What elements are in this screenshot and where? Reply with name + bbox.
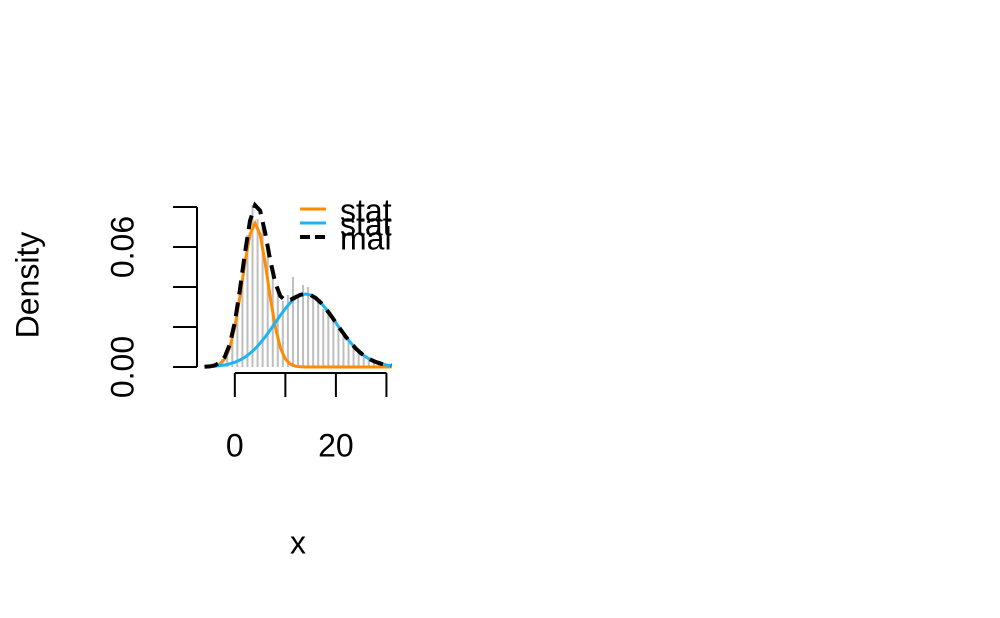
histogram-bar (342, 335, 345, 367)
histogram-bar (317, 301, 320, 367)
density-line (204, 219, 392, 369)
histogram-bar (312, 297, 315, 367)
histogram-bar (352, 347, 355, 367)
histogram-bar (322, 309, 325, 367)
y-tick-label: 0.06 (104, 216, 140, 278)
histogram-bar (302, 285, 305, 367)
histogram-bar (231, 337, 234, 367)
y-tick-label: 0.00 (104, 336, 140, 398)
histogram-bar (297, 295, 299, 367)
histogram-bar (246, 235, 249, 367)
legend-label: mal (340, 220, 392, 256)
histogram-bar (236, 307, 239, 367)
legend-label: stat (340, 206, 392, 242)
histogram-bar (372, 361, 375, 367)
histogram-bar (327, 313, 330, 367)
histogram-bar (251, 205, 254, 367)
histogram-bar (276, 291, 279, 367)
histogram-bar (266, 247, 269, 367)
histogram-bar (226, 351, 229, 367)
histogram-bar (281, 301, 284, 367)
histogram-bar (362, 355, 365, 367)
x-tick-label: 0 (226, 427, 244, 463)
histogram-bar (357, 351, 360, 367)
histogram-bar (286, 295, 289, 367)
x-axis-label: x (290, 524, 306, 560)
histogram-bar (307, 287, 310, 367)
x-tick-label: 20 (318, 427, 354, 463)
histogram-bar (241, 275, 244, 367)
histogram-bar (261, 225, 264, 367)
histogram-bar (256, 219, 259, 367)
histogram-bar (337, 327, 340, 367)
histogram-bar (347, 339, 350, 367)
legend-label: stat (340, 192, 392, 228)
density-line (204, 201, 392, 369)
histogram-bar (332, 321, 335, 367)
histogram-bar (367, 359, 370, 367)
y-axis-label: Density (9, 232, 45, 339)
histogram-bar (291, 277, 294, 367)
